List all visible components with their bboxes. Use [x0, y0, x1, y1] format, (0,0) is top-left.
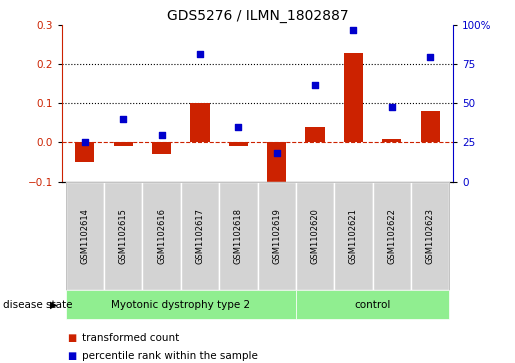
Bar: [382, 139, 401, 142]
Bar: [258, 182, 296, 290]
Bar: [65, 290, 296, 319]
Bar: [305, 127, 324, 142]
Point: [272, 151, 281, 156]
Bar: [296, 290, 450, 319]
Point: [311, 82, 319, 87]
Bar: [229, 142, 248, 146]
Text: control: control: [354, 300, 391, 310]
Bar: [65, 182, 104, 290]
Bar: [181, 182, 219, 290]
Text: GSM1102616: GSM1102616: [157, 208, 166, 264]
Bar: [152, 142, 171, 154]
Title: GDS5276 / ILMN_1802887: GDS5276 / ILMN_1802887: [167, 9, 348, 23]
Text: GSM1102620: GSM1102620: [311, 208, 320, 264]
Text: ■: ■: [67, 333, 76, 343]
Text: percentile rank within the sample: percentile rank within the sample: [82, 351, 259, 361]
Point: [349, 27, 357, 33]
Bar: [75, 142, 94, 162]
Bar: [411, 182, 450, 290]
Text: disease state: disease state: [3, 300, 72, 310]
Point: [388, 104, 396, 110]
Bar: [104, 182, 142, 290]
Bar: [344, 53, 363, 142]
Text: GSM1102615: GSM1102615: [118, 208, 128, 264]
Bar: [373, 182, 411, 290]
Point: [426, 54, 434, 60]
Point: [196, 50, 204, 56]
Point: [119, 116, 127, 122]
Bar: [421, 111, 440, 142]
Bar: [334, 182, 373, 290]
Bar: [296, 182, 334, 290]
Point: [158, 132, 166, 138]
Text: GSM1102619: GSM1102619: [272, 208, 281, 264]
Bar: [267, 142, 286, 189]
Bar: [142, 182, 181, 290]
Text: GSM1102622: GSM1102622: [387, 208, 397, 264]
Bar: [114, 142, 133, 146]
Text: ▶: ▶: [50, 300, 58, 310]
Text: transformed count: transformed count: [82, 333, 180, 343]
Text: GSM1102617: GSM1102617: [195, 208, 204, 264]
Point: [234, 124, 243, 130]
Bar: [191, 103, 210, 142]
Text: GSM1102621: GSM1102621: [349, 208, 358, 264]
Text: GSM1102623: GSM1102623: [426, 208, 435, 264]
Bar: [219, 182, 258, 290]
Point: [81, 139, 89, 145]
Text: Myotonic dystrophy type 2: Myotonic dystrophy type 2: [111, 300, 250, 310]
Text: GSM1102614: GSM1102614: [80, 208, 89, 264]
Text: GSM1102618: GSM1102618: [234, 208, 243, 264]
Text: ■: ■: [67, 351, 76, 361]
